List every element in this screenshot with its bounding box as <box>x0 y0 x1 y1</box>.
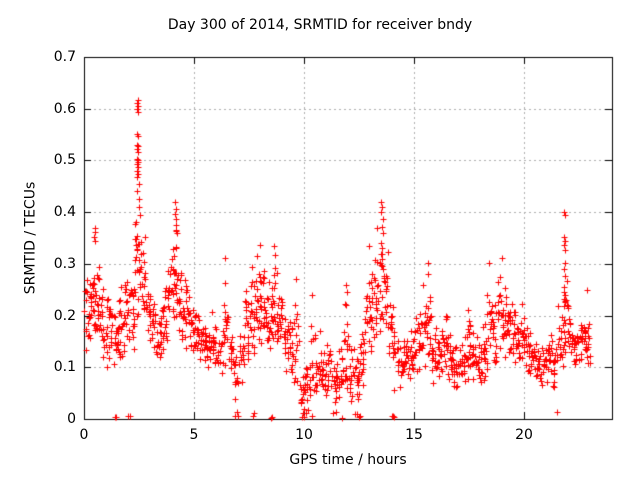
x-tick-label: 5 <box>189 427 199 443</box>
y-tick-label: 0 <box>67 411 76 427</box>
y-axis-label: SRMTID / TECUs <box>22 181 39 295</box>
x-tick-label: 10 <box>295 427 313 443</box>
y-tick-label: 0.5 <box>53 152 76 168</box>
chart-title: Day 300 of 2014, SRMTID for receiver bnd… <box>167 17 473 33</box>
y-tick-label: 0.4 <box>53 204 76 220</box>
y-tick-label: 0.6 <box>53 101 76 117</box>
y-tick-label: 0.7 <box>53 49 76 65</box>
y-tick-label: 0.3 <box>53 256 76 272</box>
y-tick-label: 0.1 <box>53 359 76 375</box>
x-axis-label: GPS time / hours <box>289 452 407 468</box>
x-tick-label: 20 <box>515 427 533 443</box>
y-tick-label: 0.2 <box>53 308 76 324</box>
x-tick-label: 15 <box>405 427 423 443</box>
x-tick-label: 0 <box>79 427 89 443</box>
